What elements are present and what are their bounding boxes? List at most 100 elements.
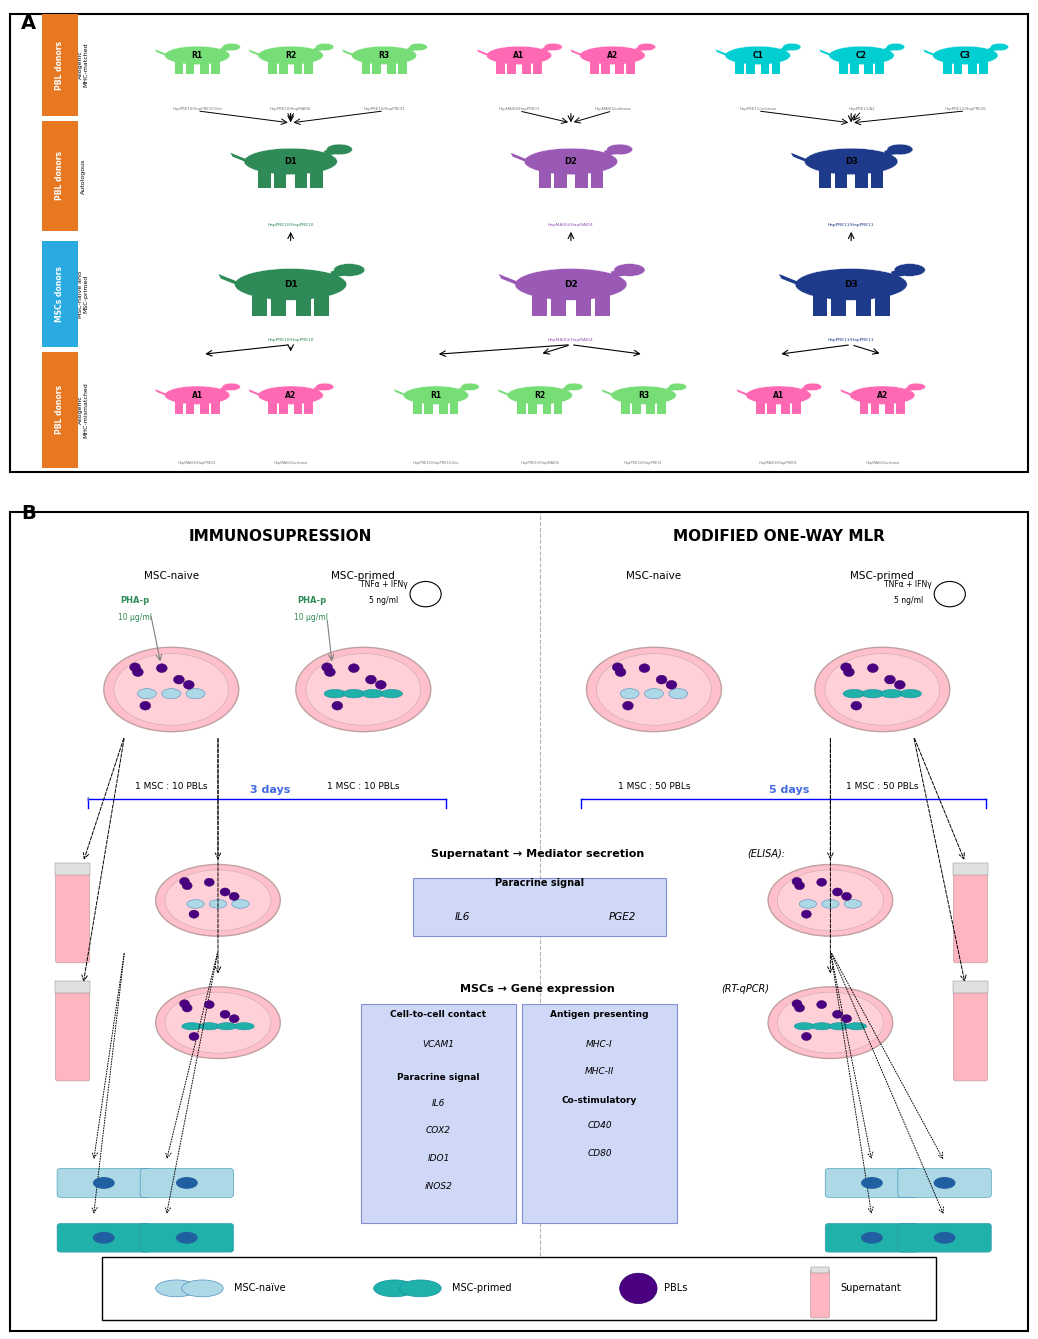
Text: 12 h: 12 h (944, 592, 956, 597)
Circle shape (639, 664, 650, 672)
Bar (413, 400, 422, 414)
Bar (792, 400, 801, 414)
Text: PBL donors: PBL donors (55, 386, 64, 434)
Text: PGE2: PGE2 (609, 912, 636, 923)
Circle shape (157, 664, 167, 672)
Text: R2: R2 (285, 51, 296, 60)
Bar (528, 400, 537, 414)
FancyBboxPatch shape (10, 513, 1028, 1331)
Ellipse shape (597, 653, 711, 726)
Ellipse shape (257, 386, 324, 404)
Circle shape (792, 877, 802, 885)
Ellipse shape (165, 992, 271, 1054)
Ellipse shape (515, 269, 627, 300)
Text: 3 days: 3 days (250, 785, 290, 795)
Text: R3: R3 (379, 51, 389, 60)
Text: A1: A1 (192, 391, 202, 400)
Ellipse shape (187, 900, 204, 908)
Bar (782, 400, 790, 414)
Text: TNFα + IFNγ: TNFα + IFNγ (884, 580, 932, 589)
Ellipse shape (165, 870, 271, 931)
Bar (943, 60, 952, 74)
Bar (398, 60, 407, 74)
Ellipse shape (799, 900, 817, 908)
FancyBboxPatch shape (42, 352, 78, 467)
Polygon shape (819, 50, 831, 56)
Circle shape (795, 1004, 804, 1012)
Bar (657, 400, 666, 414)
Text: iNOS2: iNOS2 (425, 1182, 453, 1192)
Bar (819, 169, 831, 187)
Bar (575, 169, 588, 187)
Ellipse shape (156, 1280, 197, 1296)
Ellipse shape (156, 987, 280, 1059)
Ellipse shape (176, 1177, 197, 1189)
Circle shape (220, 888, 230, 896)
Polygon shape (736, 390, 748, 396)
Ellipse shape (828, 46, 894, 64)
Bar (174, 60, 184, 74)
Text: MSC-naive: MSC-naive (143, 572, 199, 581)
Polygon shape (497, 390, 510, 396)
Bar (200, 60, 209, 74)
Ellipse shape (586, 647, 721, 731)
Ellipse shape (668, 383, 687, 391)
Bar (449, 400, 459, 414)
Ellipse shape (381, 690, 403, 698)
Text: VCAM1: VCAM1 (422, 1039, 455, 1048)
Bar (211, 400, 220, 414)
Text: MSCs → Gene expression: MSCs → Gene expression (461, 984, 619, 994)
Circle shape (130, 663, 140, 672)
Text: HapMAI04/HapPRE01: HapMAI04/HapPRE01 (177, 461, 217, 465)
FancyBboxPatch shape (57, 1169, 151, 1197)
Text: A2: A2 (877, 391, 887, 400)
Text: IL6: IL6 (432, 1098, 445, 1107)
Text: MSC-primed: MSC-primed (452, 1283, 511, 1293)
Bar (295, 169, 307, 187)
Bar (953, 981, 988, 994)
Ellipse shape (849, 386, 916, 404)
Circle shape (180, 877, 190, 885)
Ellipse shape (844, 900, 862, 908)
Circle shape (832, 888, 843, 896)
Bar (576, 293, 591, 316)
Bar (55, 981, 90, 994)
Text: Supernatant: Supernatant (841, 1283, 902, 1293)
Bar (517, 400, 526, 414)
Text: 5 ng/ml: 5 ng/ml (370, 596, 399, 605)
FancyBboxPatch shape (140, 1169, 234, 1197)
Bar (735, 60, 744, 74)
Ellipse shape (400, 1280, 441, 1296)
Text: A1: A1 (514, 51, 524, 60)
Polygon shape (393, 390, 406, 396)
Circle shape (322, 663, 332, 672)
Ellipse shape (768, 987, 893, 1059)
Circle shape (934, 581, 965, 607)
Circle shape (612, 663, 623, 672)
FancyBboxPatch shape (811, 1269, 829, 1318)
Bar (315, 293, 329, 316)
Text: D2: D2 (565, 157, 577, 166)
Text: D3: D3 (844, 280, 858, 289)
Bar (361, 60, 371, 74)
Text: MSCs donors: MSCs donors (55, 266, 64, 321)
Bar (590, 60, 599, 74)
Bar (310, 169, 323, 187)
Text: C1: C1 (753, 51, 763, 60)
Polygon shape (715, 50, 728, 56)
Bar (896, 400, 905, 414)
Ellipse shape (182, 1280, 223, 1296)
FancyBboxPatch shape (102, 1257, 936, 1320)
Text: 5 ng/ml: 5 ng/ml (894, 596, 923, 605)
Polygon shape (155, 390, 167, 396)
FancyBboxPatch shape (56, 987, 89, 1081)
Bar (647, 400, 655, 414)
Bar (271, 293, 285, 316)
Ellipse shape (862, 690, 883, 698)
Bar (496, 60, 506, 74)
Circle shape (229, 1015, 239, 1023)
Text: PBL donors: PBL donors (55, 151, 64, 201)
Ellipse shape (257, 46, 324, 64)
FancyBboxPatch shape (56, 868, 89, 963)
Text: MSC-primed: MSC-primed (331, 572, 395, 581)
